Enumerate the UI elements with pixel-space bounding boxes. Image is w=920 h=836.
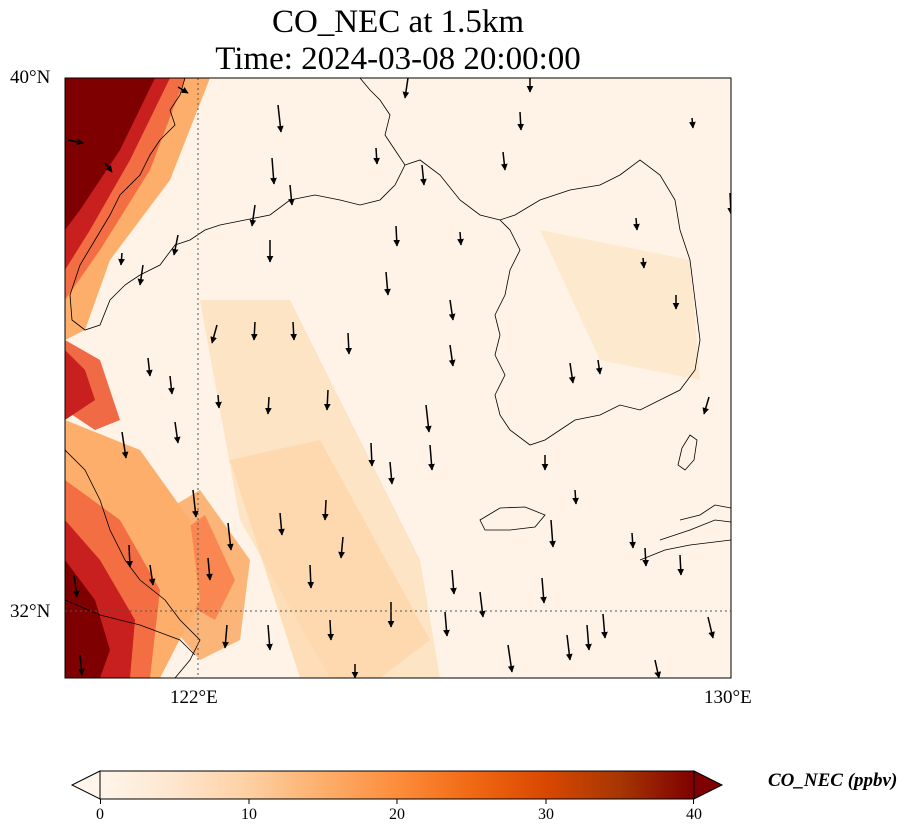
map-title: CO_NEC at 1.5km (271, 4, 525, 40)
coastline (65, 78, 731, 678)
lat-tick-label: 40°N (10, 67, 51, 88)
lat-tick-label: 32°N (10, 601, 51, 622)
colorbar-min-extend (70, 770, 101, 800)
colorbar-label: CO_NEC (ppbv) (768, 770, 898, 791)
concentration-field (65, 78, 731, 678)
colorbar-tick-label: 30 (538, 806, 554, 823)
colorbar-tick-label: 40 (686, 806, 702, 823)
colorbar-gradient (99, 770, 695, 800)
wind-vectors (67, 78, 731, 678)
colorbar-tick-label: 10 (241, 806, 257, 823)
colorbar-tick-label: 20 (389, 806, 405, 823)
colorbar-tick-label: 0 (96, 806, 104, 823)
lon-tick-label: 122°E (170, 687, 218, 708)
gridlines (65, 78, 731, 678)
colorbar-max-extend (693, 770, 724, 800)
lon-tick-label: 130°E (704, 687, 752, 708)
map-time: Time: 2024-03-08 20:00:00 (215, 41, 581, 77)
colorbar-ticks (100, 799, 694, 804)
map-frame (64, 77, 732, 679)
wind-arrow (67, 78, 731, 678)
